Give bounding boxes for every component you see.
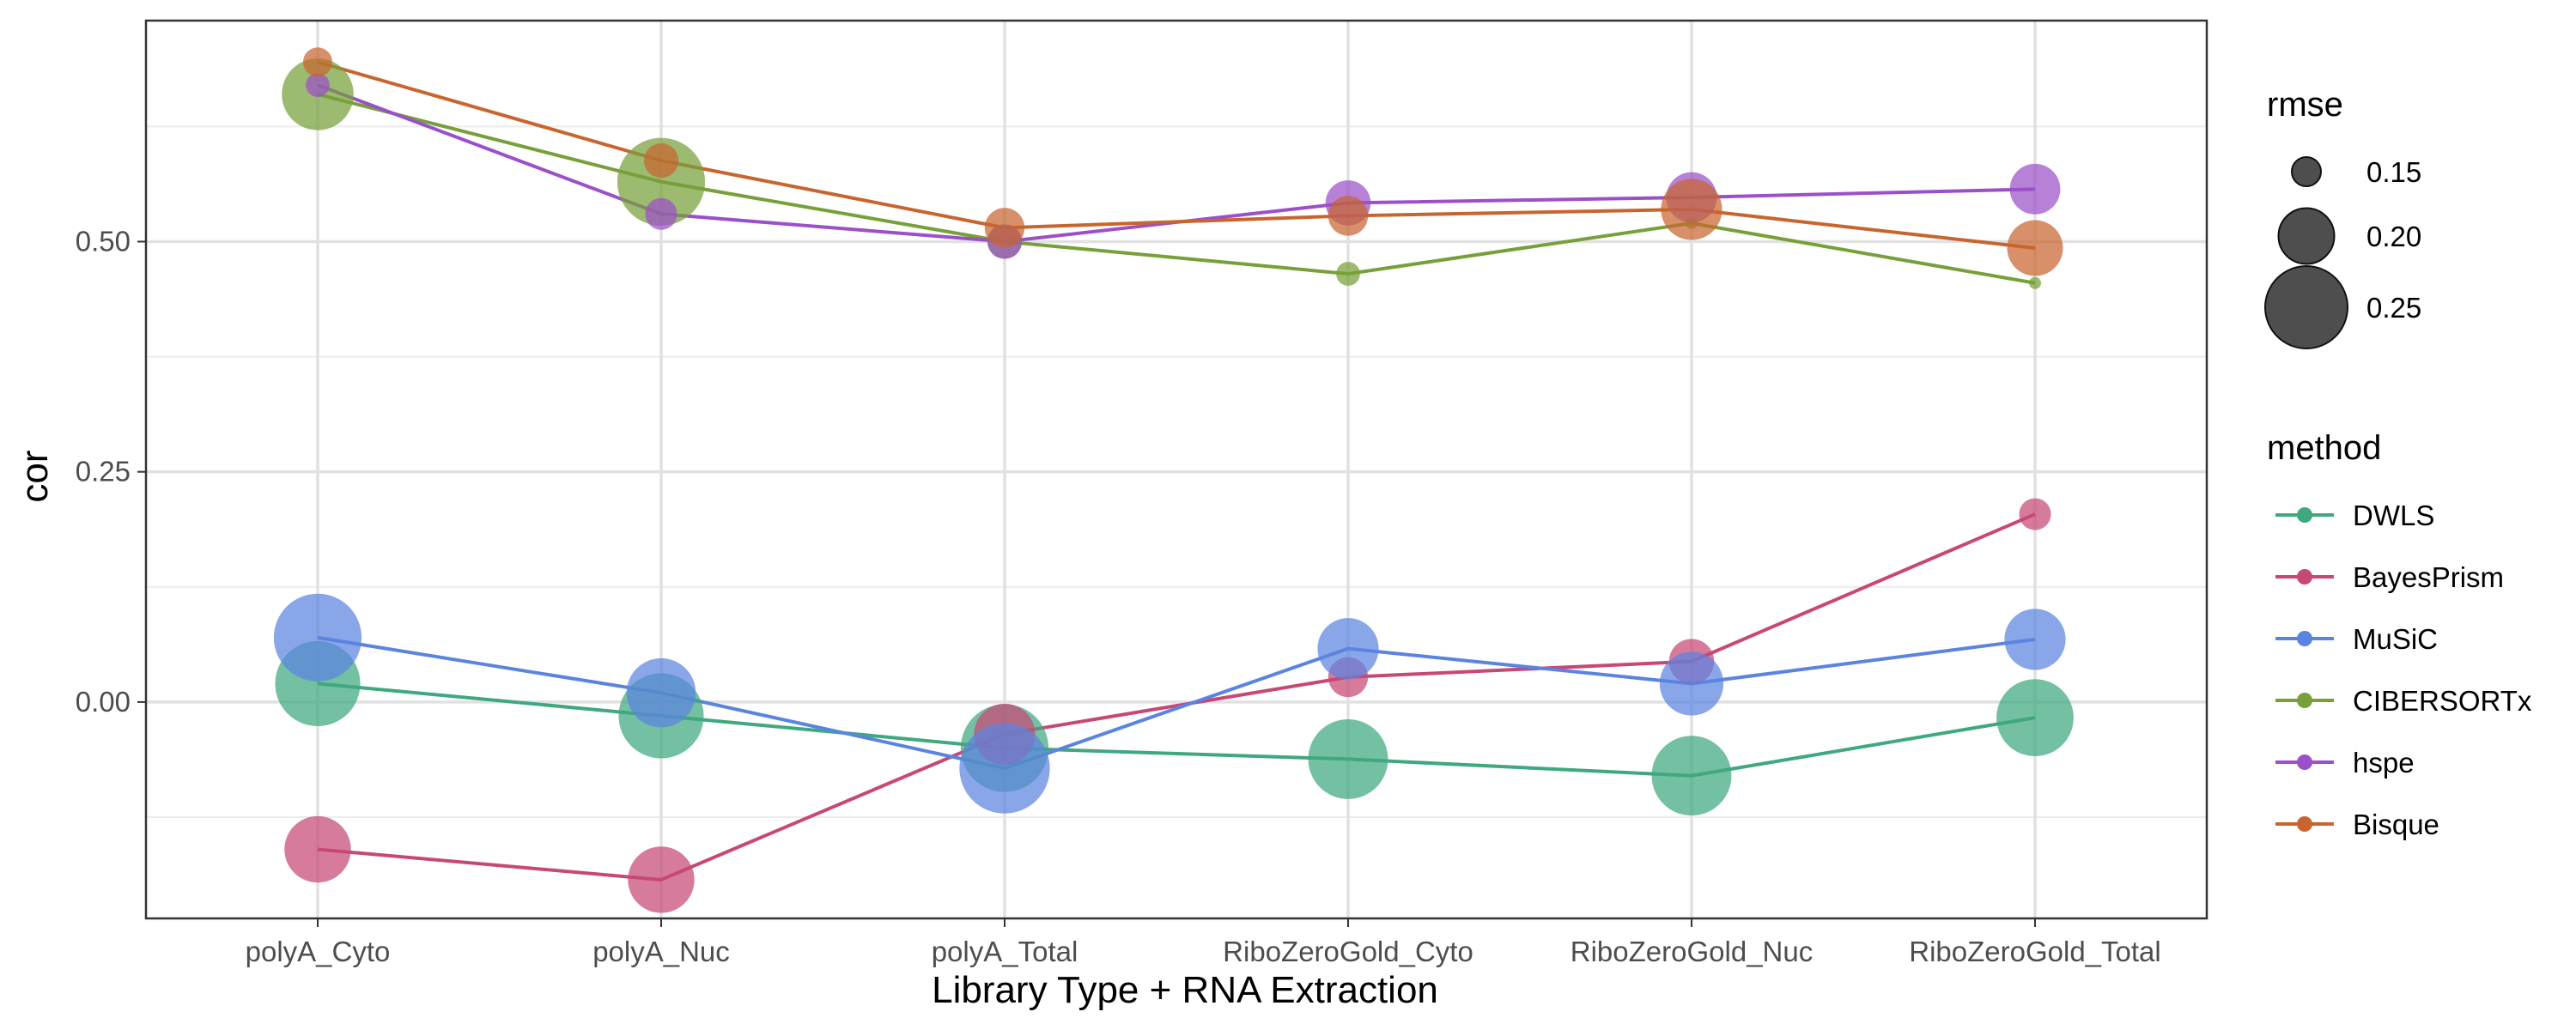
data-point-bayesprism xyxy=(628,846,695,913)
data-point-bayesprism xyxy=(284,815,351,883)
data-point-dwls xyxy=(1996,679,2074,757)
x-axis-title: Library Type + RNA Extraction xyxy=(932,969,1438,1011)
legend-label: DWLS xyxy=(2353,500,2434,531)
y-tick-label: 0.50 xyxy=(76,225,131,257)
size-legend-label: 0.15 xyxy=(2366,156,2421,188)
data-point-dwls xyxy=(1651,736,1732,816)
data-point-bayesprism xyxy=(2019,498,2051,530)
size-legend-key xyxy=(2277,207,2336,265)
x-tick-label: polyA_Nuc xyxy=(592,936,730,967)
legend-label: Bisque xyxy=(2353,809,2439,840)
data-point-cibersortx xyxy=(617,137,706,226)
legend-label: hspe xyxy=(2353,747,2415,779)
data-point-bisque xyxy=(1661,179,1722,240)
legend-label: MuSiC xyxy=(2353,623,2438,655)
data-point-music xyxy=(626,657,696,728)
data-point-bisque xyxy=(303,47,332,77)
plot-panel-background xyxy=(146,21,2207,918)
y-tick-label: 0.25 xyxy=(76,456,131,488)
data-point-hspe xyxy=(2009,163,2061,215)
data-point-bisque xyxy=(2007,220,2063,276)
method-legend: method DWLS BayesPrism MuSiC CIBERSORTx hspe… xyxy=(2267,429,2532,840)
data-point-cibersortx xyxy=(2029,276,2041,289)
data-point-cibersortx xyxy=(1336,262,1360,286)
size-legend-label: 0.20 xyxy=(2366,221,2421,252)
method-legend-title: method xyxy=(2267,429,2381,467)
y-tick-label: 0.00 xyxy=(76,686,131,718)
data-point-hspe xyxy=(306,73,330,97)
data-point-dwls xyxy=(1308,718,1388,799)
legend-key-dot xyxy=(2297,569,2312,585)
size-legend-label: 0.25 xyxy=(2366,292,2421,324)
series-line-bisque xyxy=(317,60,2036,250)
data-point-bisque xyxy=(984,208,1025,248)
size-legend: rmse 0.15 0.20 0.25 xyxy=(2264,86,2421,349)
data-point-music xyxy=(959,723,1050,814)
data-point-bisque xyxy=(1327,196,1369,236)
x-tick-label: RiboZeroGold_Nuc xyxy=(1571,936,1813,967)
legend-key-dot xyxy=(2297,631,2312,646)
legend-key-dot xyxy=(2297,816,2312,832)
size-legend-title: rmse xyxy=(2267,86,2343,124)
plot-panel-border xyxy=(144,19,2208,920)
x-tick-label: polyA_Cyto xyxy=(246,936,391,967)
series-line-music xyxy=(317,635,2036,771)
data-point-music xyxy=(273,593,362,682)
data-point-hspe xyxy=(645,197,677,230)
x-tick-label: RiboZeroGold_Total xyxy=(1909,936,2161,967)
data-point-music xyxy=(1659,651,1724,716)
x-tick-label: RiboZeroGold_Cyto xyxy=(1223,936,1473,967)
legend-key-dot xyxy=(2297,693,2312,708)
legend-key-dot xyxy=(2297,754,2312,770)
size-legend-key xyxy=(2291,156,2322,187)
legend-label: CIBERSORTx xyxy=(2353,685,2532,717)
x-tick-label: polyA_Total xyxy=(932,936,1078,967)
y-axis-title: cor xyxy=(14,450,56,502)
legend-label: BayesPrism xyxy=(2353,561,2504,593)
data-point-bisque xyxy=(643,142,679,179)
data-point-music xyxy=(1317,618,1379,680)
size-legend-key xyxy=(2264,265,2348,349)
series-line-bayesprism xyxy=(317,512,2036,882)
legend-key-dot xyxy=(2297,507,2312,523)
plot-area: 0.00 0.25 0.50 polyA_Cyto polyA_Nuc polyA_Tot… xyxy=(76,19,2208,967)
data-point-music xyxy=(2004,609,2066,670)
series-line-cibersortx xyxy=(317,92,2036,285)
series-line-dwls xyxy=(317,682,2036,778)
